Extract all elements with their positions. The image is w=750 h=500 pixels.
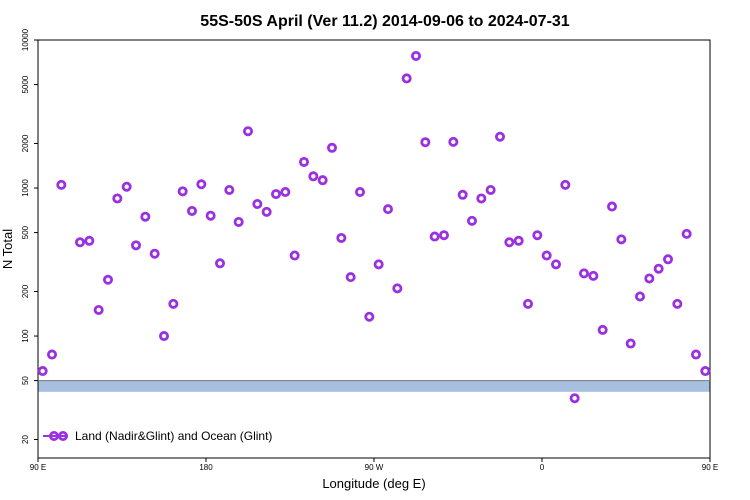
data-point xyxy=(663,254,674,265)
x-tick-label: 90 E xyxy=(702,463,718,472)
data-point xyxy=(280,186,291,197)
data-point xyxy=(551,259,562,270)
y-tick-label: 5000 xyxy=(21,75,30,93)
data-point xyxy=(317,175,328,186)
data-point xyxy=(448,136,459,147)
data-point xyxy=(93,304,104,315)
data-point xyxy=(37,366,48,377)
data-point xyxy=(84,235,95,246)
legend-label: Land (Nadir&Glint) and Ocean (Glint) xyxy=(75,429,272,443)
data-point xyxy=(401,73,412,84)
data-point xyxy=(149,248,160,259)
data-point xyxy=(429,231,440,242)
y-axis-ticks: 20 50 100 200 500 1000 2000 5000 10000 xyxy=(21,28,38,444)
data-point xyxy=(140,211,151,222)
data-point xyxy=(326,142,337,153)
data-point xyxy=(121,181,132,192)
y-tick-label: 200 xyxy=(21,284,30,298)
data-point xyxy=(541,250,552,261)
y-tick-label: 1000 xyxy=(21,179,30,197)
data-point xyxy=(653,263,664,274)
data-point xyxy=(75,237,86,248)
data-point xyxy=(224,184,235,195)
data-point xyxy=(579,268,590,279)
data-point xyxy=(214,258,225,269)
data-point xyxy=(103,274,114,285)
data-point xyxy=(382,204,393,215)
data-point xyxy=(560,179,571,190)
data-point xyxy=(420,137,431,148)
data-point xyxy=(270,189,281,200)
data-point xyxy=(700,366,711,377)
data-point xyxy=(597,324,608,335)
data-point xyxy=(635,291,646,302)
data-point xyxy=(364,311,375,322)
y-tick-label: 100 xyxy=(21,329,30,343)
data-point xyxy=(438,230,449,241)
band-region xyxy=(38,380,710,392)
data-point xyxy=(691,349,702,360)
data-point xyxy=(196,179,207,190)
band-layer xyxy=(38,380,710,392)
data-point xyxy=(130,240,141,251)
data-point xyxy=(476,193,487,204)
y-tick-label: 10000 xyxy=(21,28,30,51)
x-tick-label: 0 xyxy=(540,463,545,472)
data-points xyxy=(37,50,711,404)
data-point xyxy=(345,272,356,283)
y-tick-label: 2000 xyxy=(21,134,30,152)
y-tick-label: 20 xyxy=(21,435,30,444)
data-point xyxy=(681,228,692,239)
legend: Land (Nadir&Glint) and Ocean (Glint) xyxy=(43,429,272,443)
data-point xyxy=(513,235,524,246)
data-point xyxy=(588,270,599,281)
data-point xyxy=(47,349,58,360)
y-axis-label: N Total xyxy=(0,229,15,269)
data-point xyxy=(466,215,477,226)
x-tick-label: 90 E xyxy=(30,463,46,472)
data-point xyxy=(186,205,197,216)
data-point xyxy=(494,131,505,142)
data-point xyxy=(569,393,580,404)
data-point xyxy=(289,250,300,261)
x-axis-ticks: 90 E 180 90 W 0 90 E xyxy=(30,458,718,472)
data-point xyxy=(616,234,627,245)
data-point xyxy=(56,179,67,190)
data-point xyxy=(523,298,534,309)
data-point xyxy=(168,298,179,309)
data-point xyxy=(298,156,309,167)
data-point xyxy=(177,186,188,197)
data-point xyxy=(607,201,618,212)
data-point xyxy=(373,259,384,270)
data-point xyxy=(625,338,636,349)
data-point xyxy=(644,273,655,284)
data-point xyxy=(457,189,468,200)
data-point xyxy=(354,186,365,197)
data-point xyxy=(261,206,272,217)
data-point xyxy=(308,171,319,182)
data-point xyxy=(410,50,421,61)
data-point xyxy=(242,126,253,137)
data-point xyxy=(672,298,683,309)
data-point xyxy=(158,331,169,342)
y-tick-label: 50 xyxy=(21,376,30,385)
data-point xyxy=(112,193,123,204)
legend-marker xyxy=(58,430,69,441)
data-point xyxy=(252,198,263,209)
x-axis-label: Longitude (deg E) xyxy=(322,476,425,491)
chart-title: 55S-50S April (Ver 11.2) 2014-09-06 to 2… xyxy=(200,13,570,30)
data-point xyxy=(392,283,403,294)
data-point xyxy=(485,184,496,195)
data-point xyxy=(205,210,216,221)
y-tick-label: 500 xyxy=(21,225,30,239)
x-tick-label: 90 W xyxy=(365,463,384,472)
data-point xyxy=(504,237,515,248)
data-point xyxy=(233,216,244,227)
legend-marker xyxy=(49,430,60,441)
x-tick-label: 180 xyxy=(199,463,213,472)
data-point xyxy=(532,230,543,241)
data-point xyxy=(336,232,347,243)
